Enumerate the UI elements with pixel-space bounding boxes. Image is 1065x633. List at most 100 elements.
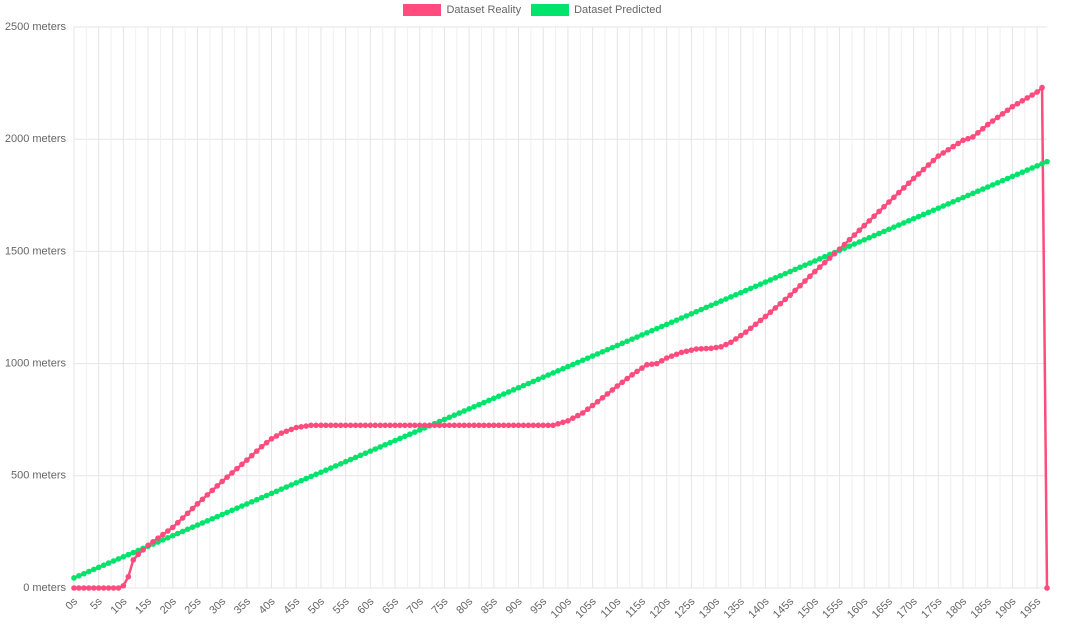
data-point-reality[interactable] bbox=[352, 422, 359, 429]
legend-item-predicted[interactable]: Dataset Predicted bbox=[531, 4, 662, 16]
data-point-reality[interactable] bbox=[491, 422, 497, 429]
data-point-predicted[interactable] bbox=[347, 456, 354, 463]
data-point-reality[interactable] bbox=[826, 255, 833, 261]
data-point-predicted[interactable] bbox=[821, 253, 828, 260]
data-point-predicted[interactable] bbox=[471, 403, 477, 410]
data-point-reality[interactable] bbox=[372, 422, 379, 429]
data-point-reality[interactable] bbox=[397, 422, 403, 429]
data-point-predicted[interactable] bbox=[71, 575, 77, 581]
data-point-reality[interactable] bbox=[629, 372, 635, 378]
data-point-predicted[interactable] bbox=[994, 179, 1001, 186]
data-point-reality[interactable] bbox=[950, 143, 956, 150]
data-point-predicted[interactable] bbox=[1014, 171, 1021, 178]
data-point-predicted[interactable] bbox=[742, 287, 749, 294]
data-point-reality[interactable] bbox=[555, 421, 561, 427]
data-point-predicted[interactable] bbox=[530, 378, 537, 385]
data-point-reality[interactable] bbox=[476, 422, 482, 429]
data-point-reality[interactable] bbox=[550, 422, 556, 429]
data-point-predicted[interactable] bbox=[599, 349, 606, 355]
data-point-reality[interactable] bbox=[1009, 103, 1016, 110]
data-point-predicted[interactable] bbox=[461, 408, 467, 414]
data-point-predicted[interactable] bbox=[683, 313, 690, 319]
data-point-predicted[interactable] bbox=[565, 363, 571, 370]
data-point-predicted[interactable] bbox=[688, 310, 695, 317]
data-point-reality[interactable] bbox=[318, 422, 324, 429]
data-point-predicted[interactable] bbox=[752, 283, 759, 290]
data-point-predicted[interactable] bbox=[332, 463, 339, 469]
data-point-reality[interactable] bbox=[594, 398, 601, 405]
data-point-predicted[interactable] bbox=[86, 568, 92, 575]
data-point-reality[interactable] bbox=[565, 418, 571, 424]
data-point-reality[interactable] bbox=[446, 422, 453, 429]
data-point-predicted[interactable] bbox=[1034, 163, 1040, 169]
data-point-predicted[interactable] bbox=[357, 452, 364, 459]
data-point-reality[interactable] bbox=[515, 422, 522, 429]
data-point-predicted[interactable] bbox=[199, 520, 206, 526]
data-point-predicted[interactable] bbox=[649, 327, 655, 334]
data-point-predicted[interactable] bbox=[273, 488, 280, 495]
data-point-reality[interactable] bbox=[940, 150, 947, 156]
data-point-reality[interactable] bbox=[510, 422, 517, 429]
data-point-reality[interactable] bbox=[644, 361, 650, 368]
data-point-reality[interactable] bbox=[150, 538, 156, 545]
data-point-predicted[interactable] bbox=[787, 268, 793, 275]
data-point-reality[interactable] bbox=[1019, 98, 1026, 104]
data-point-predicted[interactable] bbox=[989, 182, 996, 188]
data-point-reality[interactable] bbox=[95, 585, 102, 591]
data-point-reality[interactable] bbox=[145, 542, 151, 549]
data-point-reality[interactable] bbox=[412, 422, 418, 429]
data-point-predicted[interactable] bbox=[555, 368, 561, 374]
data-point-predicted[interactable] bbox=[619, 340, 626, 347]
data-point-predicted[interactable] bbox=[372, 446, 379, 452]
data-point-predicted[interactable] bbox=[263, 492, 270, 499]
data-point-reality[interactable] bbox=[342, 422, 349, 429]
data-point-predicted[interactable] bbox=[520, 382, 527, 389]
data-point-predicted[interactable] bbox=[540, 374, 547, 380]
data-point-reality[interactable] bbox=[179, 515, 186, 521]
data-point-reality[interactable] bbox=[105, 585, 112, 591]
data-point-reality[interactable] bbox=[194, 501, 201, 507]
data-point-predicted[interactable] bbox=[407, 431, 413, 438]
data-point-predicted[interactable] bbox=[209, 515, 216, 522]
data-point-reality[interactable] bbox=[673, 351, 680, 358]
data-point-reality[interactable] bbox=[278, 430, 285, 436]
data-point-reality[interactable] bbox=[723, 341, 729, 348]
data-point-predicted[interactable] bbox=[451, 412, 458, 419]
data-point-reality[interactable] bbox=[589, 402, 596, 409]
data-point-reality[interactable] bbox=[347, 422, 354, 429]
data-point-reality[interactable] bbox=[920, 166, 927, 173]
data-point-reality[interactable] bbox=[165, 528, 171, 534]
data-point-predicted[interactable] bbox=[668, 319, 675, 326]
data-point-predicted[interactable] bbox=[574, 359, 581, 366]
data-point-reality[interactable] bbox=[718, 343, 724, 350]
data-point-predicted[interactable] bbox=[402, 433, 408, 440]
data-point-predicted[interactable] bbox=[313, 471, 319, 478]
data-point-reality[interactable] bbox=[604, 391, 611, 397]
data-point-reality[interactable] bbox=[377, 422, 384, 429]
data-point-reality[interactable] bbox=[500, 422, 507, 429]
data-point-predicted[interactable] bbox=[940, 203, 947, 209]
data-point-predicted[interactable] bbox=[979, 186, 986, 192]
data-point-predicted[interactable] bbox=[362, 450, 369, 457]
data-point-predicted[interactable] bbox=[1029, 165, 1035, 171]
data-point-reality[interactable] bbox=[807, 273, 813, 280]
data-point-predicted[interactable] bbox=[851, 241, 858, 247]
data-point-reality[interactable] bbox=[634, 368, 640, 375]
data-point-predicted[interactable] bbox=[219, 511, 225, 518]
data-point-predicted[interactable] bbox=[614, 342, 621, 349]
data-point-predicted[interactable] bbox=[737, 289, 744, 296]
data-point-reality[interactable] bbox=[999, 111, 1006, 117]
data-point-reality[interactable] bbox=[886, 199, 892, 205]
data-point-reality[interactable] bbox=[925, 162, 932, 168]
data-point-reality[interactable] bbox=[436, 422, 443, 429]
data-point-predicted[interactable] bbox=[318, 469, 324, 476]
data-point-reality[interactable] bbox=[120, 582, 127, 589]
data-point-predicted[interactable] bbox=[698, 306, 705, 313]
data-point-predicted[interactable] bbox=[604, 346, 611, 353]
data-point-predicted[interactable] bbox=[708, 302, 714, 309]
data-point-reality[interactable] bbox=[639, 365, 645, 371]
data-point-reality[interactable] bbox=[387, 422, 393, 429]
data-point-predicted[interactable] bbox=[298, 477, 305, 484]
data-point-predicted[interactable] bbox=[76, 572, 82, 579]
data-point-reality[interactable] bbox=[683, 348, 690, 355]
